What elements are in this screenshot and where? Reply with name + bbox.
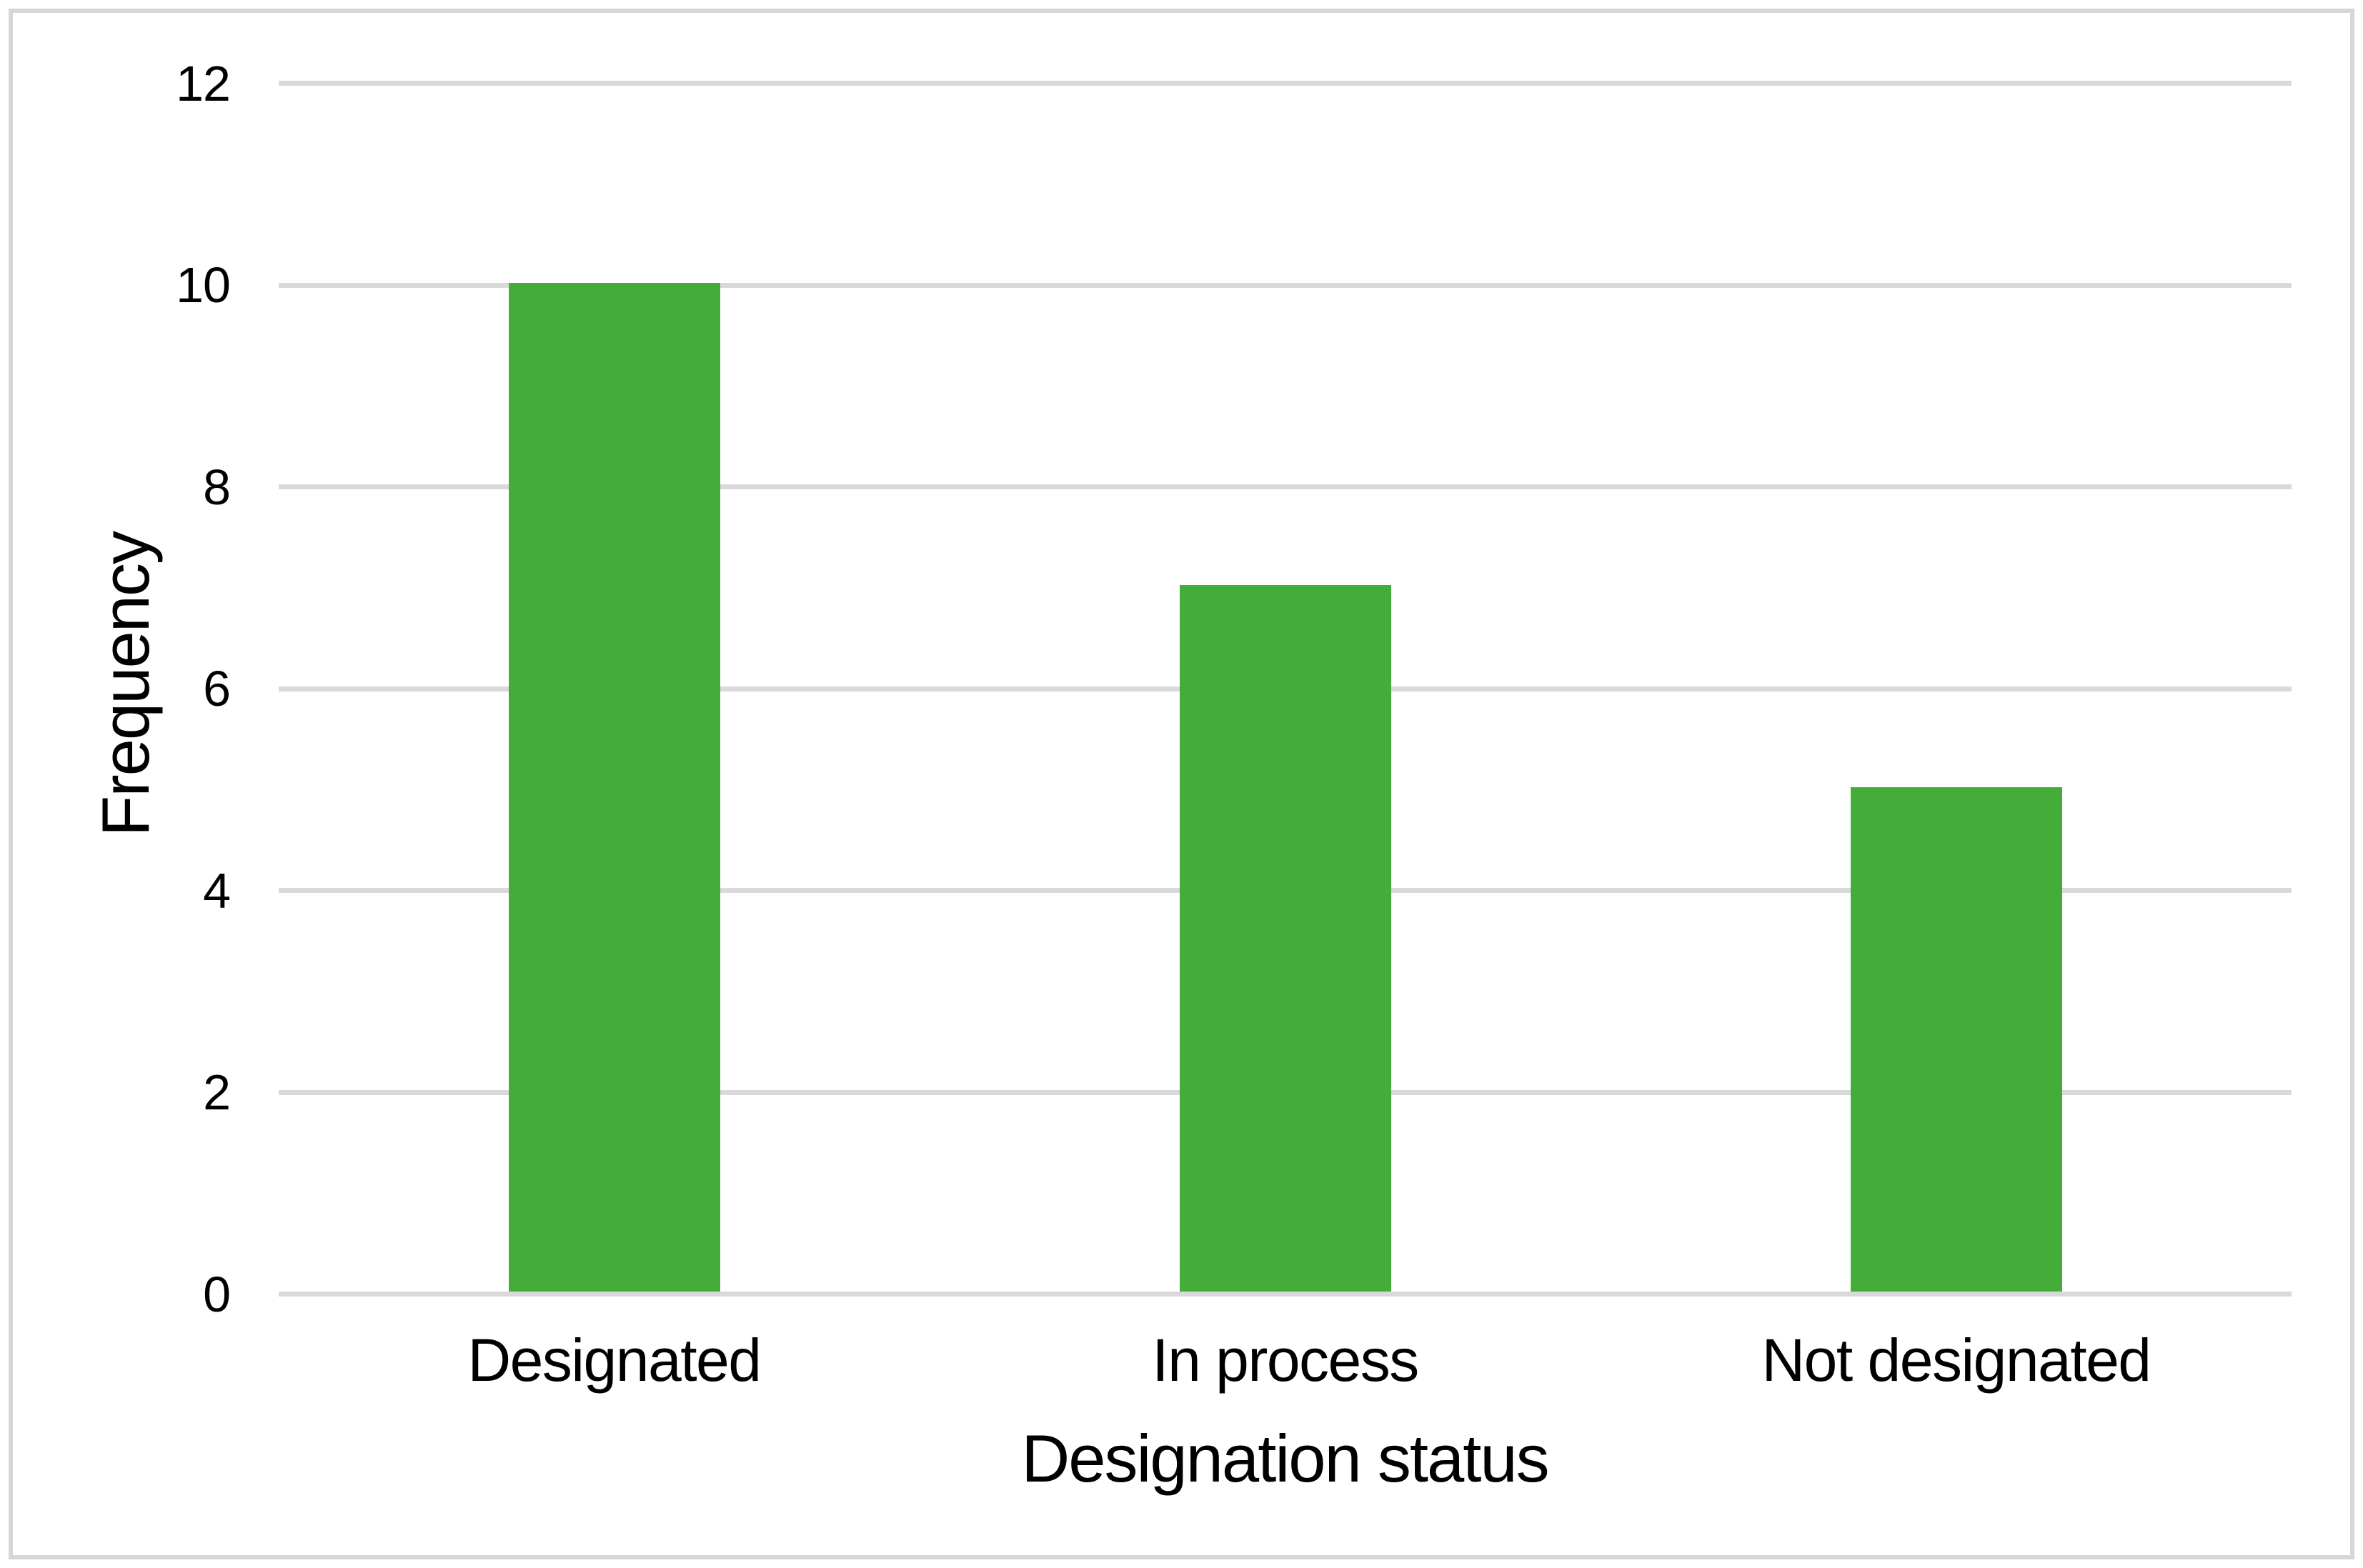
x-axis-category-label-designated: Designated: [467, 1327, 762, 1394]
bar-not-designated: [1850, 787, 2062, 1292]
x-axis-category-label-not-designated: Not designated: [1761, 1327, 2151, 1394]
gridline-y-10: [279, 282, 2292, 288]
y-axis-tick-label-0: 0: [203, 1266, 231, 1322]
gridline-y-8: [279, 484, 2292, 489]
bar-in-process: [1179, 585, 1391, 1292]
y-axis-tick-label-12: 12: [176, 55, 231, 111]
x-axis-title: Designation status: [1021, 1421, 1549, 1496]
y-axis-tick-label-8: 8: [203, 459, 231, 515]
chart-frame-border: [9, 9, 2354, 1559]
y-axis-tick-label-4: 4: [203, 862, 231, 919]
y-axis-title: Frequency: [88, 531, 163, 837]
y-axis-tick-label-10: 10: [176, 257, 231, 313]
bar-designated: [508, 282, 720, 1292]
y-axis-tick-label-6: 6: [203, 661, 231, 716]
x-axis-category-label-in-process: In process: [1152, 1327, 1419, 1394]
y-axis-tick-label-2: 2: [203, 1064, 231, 1120]
gridline-y-0: [279, 1292, 2292, 1297]
gridline-y-12: [279, 81, 2292, 86]
